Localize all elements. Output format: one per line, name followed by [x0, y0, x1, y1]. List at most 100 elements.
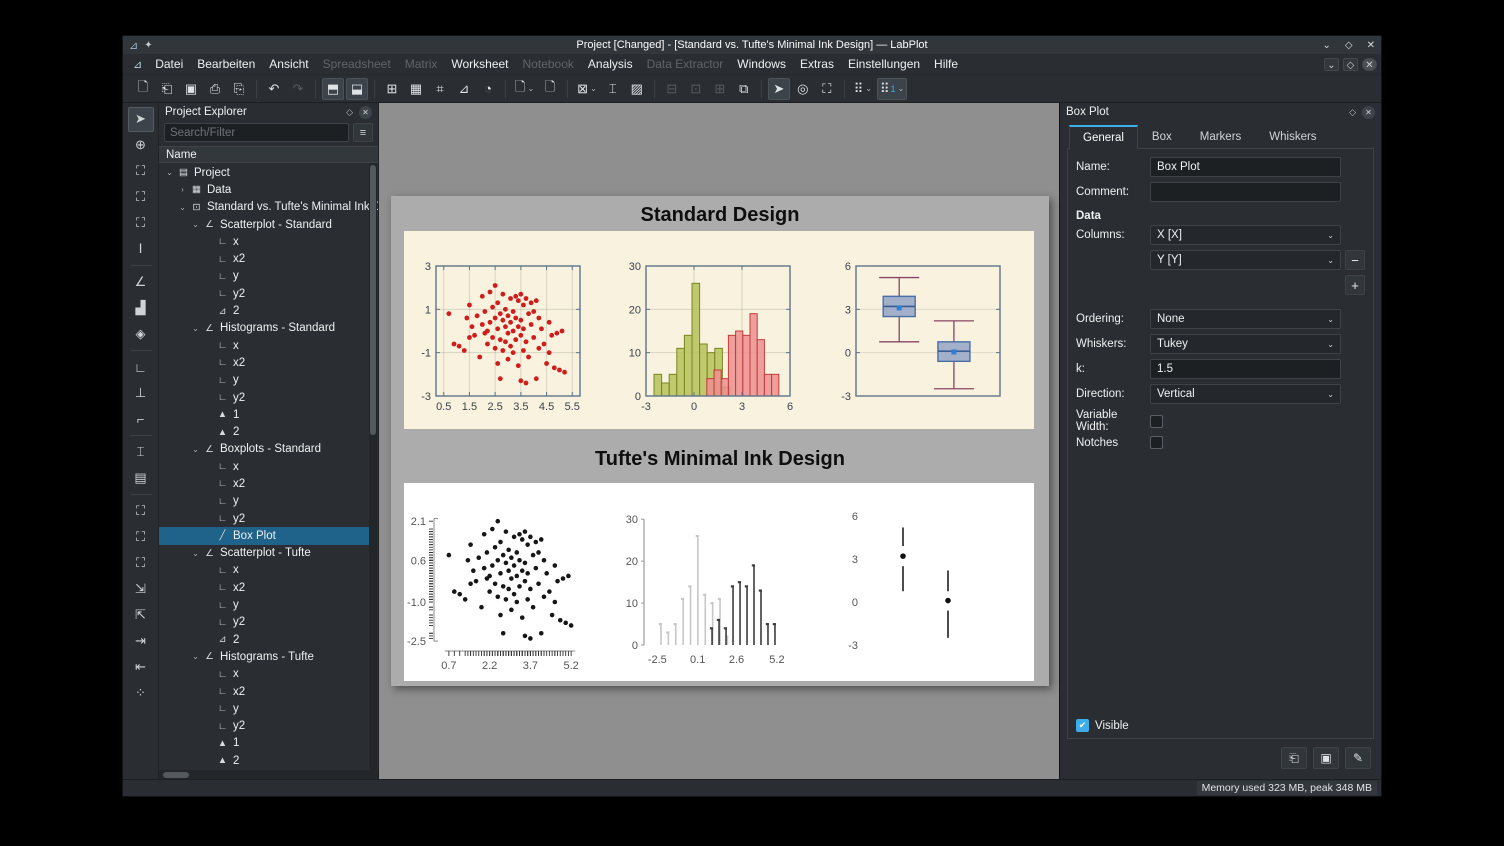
standard-scatter-plot[interactable]: 0.5 1.5 2.5 3.5 4.5 5.5 -3 -1 1 3 [404, 231, 614, 429]
mdi-close-button[interactable]: ✕ [1362, 57, 1377, 71]
open-project-button[interactable]: ⎗ [156, 78, 178, 100]
tree-item-x[interactable]: ∟ x [159, 562, 369, 579]
tab-general[interactable]: General [1069, 125, 1138, 149]
cursor-tool-1-button[interactable]: ⠿ 1 ⌄ [877, 77, 908, 100]
shift-down-button[interactable]: ⇤ [128, 655, 154, 680]
menu-bearbeiten[interactable]: Bearbeiten [197, 57, 256, 71]
tree-vertical-scrollbar[interactable] [369, 163, 377, 770]
tree-item-y2[interactable]: ∟ y2 [159, 614, 369, 631]
tree-item-standard-vs-tufte-s-minimal-ink-design[interactable]: ⌄ ⊡ Standard vs. Tufte's Minimal Ink Desig… [159, 199, 378, 216]
undo-button[interactable]: ↶ [263, 78, 285, 100]
save-project-button[interactable]: ▣ [180, 78, 202, 100]
tufte-histogram-plot[interactable]: 0 10 20 30 -2.5 0.1 2.6 5.2 [614, 483, 824, 681]
tree-item-1[interactable]: ▲ 1 [159, 735, 369, 752]
pointer-button[interactable]: ➤ [127, 106, 154, 132]
zoom-fit-button[interactable]: ⛶ [128, 551, 154, 576]
add-image-button[interactable]: ▤ [128, 466, 154, 491]
float-dock-icon[interactable]: ◇ [1349, 106, 1356, 117]
tree-item-x2[interactable]: ∟ x2 [159, 683, 369, 700]
tree-item-scatterplot-tufte[interactable]: ⌄ ∠ Scatterplot - Tufte [159, 545, 369, 562]
add-xy-curve-button[interactable]: ∠ [128, 270, 154, 295]
tree-item-boxplots-standard[interactable]: ⌄ ∠ Boxplots - Standard [159, 441, 369, 458]
window-layout-button[interactable]: ⧉ [733, 78, 755, 100]
tree-item-x2[interactable]: ∟ x2 [159, 579, 369, 596]
expander-icon[interactable]: › [181, 185, 184, 195]
tree-item-y[interactable]: ∟ y [159, 268, 369, 285]
shift-up-button[interactable]: ⇥ [128, 629, 154, 654]
search-input[interactable] [164, 123, 349, 142]
name-field[interactable] [1150, 157, 1341, 177]
import-data-button[interactable]: 🗋 [539, 78, 561, 100]
expander-icon[interactable]: ⌄ [192, 652, 199, 662]
tree-item-y[interactable]: ∟ y [159, 372, 369, 389]
tree-item-2[interactable]: ▲ 2 [159, 423, 369, 440]
close-dock-icon[interactable]: ✕ [359, 105, 372, 119]
mdi-restore-button[interactable]: ◇ [1343, 57, 1358, 71]
print-button[interactable]: ⎙ [204, 78, 226, 100]
comment-field[interactable] [1150, 182, 1341, 202]
tufte-boxplot[interactable]: 6 3 0 -3 [824, 483, 1034, 681]
cursor-tool-button[interactable]: ⠿ ⌄ [853, 80, 872, 96]
tree-item-y[interactable]: ∟ y [159, 596, 369, 613]
new-workbook-button[interactable]: ⌗ [429, 78, 451, 100]
scrollbar-thumb[interactable] [370, 165, 376, 435]
shade-button[interactable]: ⌄ [1322, 39, 1331, 51]
menu-worksheet[interactable]: Worksheet [451, 57, 509, 71]
direction-select[interactable]: Vertical ⌄ [1150, 384, 1341, 404]
tree-item-y2[interactable]: ∟ y2 [159, 389, 369, 406]
menu-ansicht[interactable]: Ansicht [269, 57, 309, 71]
pin-icon[interactable]: ✦ [144, 39, 153, 51]
add-column-button[interactable]: + [1345, 275, 1365, 295]
menu-analysis[interactable]: Analysis [587, 57, 633, 71]
new-matrix-button[interactable]: ▦ [405, 78, 427, 100]
tree-item-box-plot[interactable]: ╱ Box Plot [159, 527, 369, 545]
menu-windows[interactable]: Windows [737, 57, 786, 71]
print-preview-button[interactable]: ⎘ [228, 78, 250, 100]
toggle-project-explorer-button[interactable]: ⬒ [322, 77, 344, 100]
save-template-as-button[interactable]: ✎ [1345, 747, 1371, 769]
tab-box[interactable]: Box [1151, 131, 1172, 143]
shift-right-button[interactable]: ⇲ [128, 577, 154, 602]
variable-width-checkbox[interactable] [1150, 414, 1163, 428]
new-project-button[interactable]: 🗋 [132, 78, 154, 100]
zoom-y-select-button[interactable]: ⛶ [128, 211, 154, 236]
zoom-select-region-button[interactable]: ⛶ [816, 78, 838, 100]
expander-icon[interactable]: ⌄ [179, 202, 186, 212]
cursor-line-button[interactable]: Ⅰ [128, 237, 154, 262]
zoom-mode-button[interactable]: ⊠ ⌄ [577, 80, 597, 96]
fit-selection-button[interactable]: ⌶ [602, 78, 624, 100]
new-spreadsheet-button[interactable]: ⊞ [381, 78, 403, 100]
expander-icon[interactable]: ⌄ [166, 168, 173, 178]
notches-checkbox[interactable] [1150, 436, 1163, 449]
zoom-out-button[interactable]: ⛶ [128, 525, 154, 550]
add-axis-button[interactable]: ∟ [128, 355, 154, 380]
expander-icon[interactable]: ⌄ [192, 323, 199, 333]
tree-item-y[interactable]: ∟ y [159, 493, 369, 510]
tree-item-x2[interactable]: ∟ x2 [159, 475, 369, 492]
menu-datei[interactable]: Datei [155, 57, 184, 71]
tree-item-scatterplot-standard[interactable]: ⌄ ∠ Scatterplot - Standard [159, 216, 369, 233]
zoom-x-select-button[interactable]: ⛶ [128, 185, 154, 210]
child-window-icon[interactable]: ⊿ [133, 58, 143, 71]
new-worksheet-button[interactable]: 🗋 ⌄ [512, 78, 537, 100]
column-y-select[interactable]: Y [Y] ⌄ [1150, 250, 1341, 270]
menu-hilfe[interactable]: Hilfe [934, 57, 959, 71]
load-template-button[interactable]: ⎗ [1281, 747, 1307, 769]
close-dock-icon[interactable]: ✕ [1362, 105, 1375, 119]
new-notebook-button[interactable]: ⊿ [453, 78, 475, 100]
tree-item-2[interactable]: ▲ 2 [159, 752, 369, 769]
more-tools-button[interactable]: ⁘ [128, 681, 154, 706]
tree-horizontal-scrollbar[interactable] [159, 770, 378, 779]
expander-icon[interactable]: ⌄ [192, 220, 199, 230]
visible-checkbox[interactable]: ✔ [1076, 719, 1089, 732]
column-x-select[interactable]: X [X] ⌄ [1150, 225, 1341, 245]
save-template-button[interactable]: ▣ [1313, 747, 1339, 769]
add-axis-left-button[interactable]: ⌐ [128, 407, 154, 432]
crosshair-mode-button[interactable]: ◎ [792, 78, 814, 100]
remove-column-button[interactable]: − [1345, 250, 1365, 270]
tab-whiskers[interactable]: Whiskers [1269, 131, 1317, 143]
mdi-minimize-button[interactable]: ⌄ [1324, 57, 1339, 71]
add-axis-ticks-button[interactable]: ⊥ [128, 381, 154, 406]
tree-item-x[interactable]: ∟ x [159, 337, 369, 354]
export-image-button[interactable]: ▨ [626, 78, 648, 100]
